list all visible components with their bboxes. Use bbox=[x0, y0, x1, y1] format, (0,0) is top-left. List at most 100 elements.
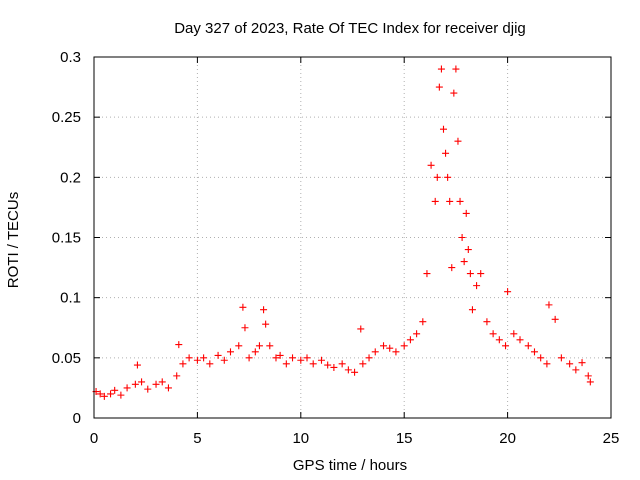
data-point bbox=[117, 391, 125, 399]
data-point bbox=[144, 385, 152, 393]
y-tick-label: 0.15 bbox=[52, 230, 81, 247]
data-point bbox=[131, 380, 139, 388]
data-point bbox=[419, 318, 427, 326]
data-point bbox=[460, 258, 468, 266]
data-point bbox=[260, 306, 268, 314]
data-point bbox=[262, 320, 270, 328]
data-point bbox=[510, 330, 518, 338]
data-point bbox=[351, 368, 359, 376]
data-point bbox=[566, 360, 574, 368]
y-axis-label: ROTI / TECUs bbox=[5, 192, 22, 288]
data-point bbox=[185, 354, 193, 362]
data-point bbox=[359, 360, 367, 368]
data-point bbox=[543, 360, 551, 368]
data-point bbox=[435, 83, 443, 91]
data-point bbox=[446, 197, 454, 205]
data-point bbox=[413, 330, 421, 338]
y-tick-label: 0.25 bbox=[52, 109, 81, 126]
data-point bbox=[365, 354, 373, 362]
data-point bbox=[431, 197, 439, 205]
data-point bbox=[473, 282, 481, 290]
data-point bbox=[324, 361, 332, 369]
data-point bbox=[357, 325, 365, 333]
data-point bbox=[454, 137, 462, 145]
data-point bbox=[175, 341, 183, 349]
data-point bbox=[448, 264, 456, 272]
data-point bbox=[489, 330, 497, 338]
data-point bbox=[452, 65, 460, 73]
data-point bbox=[516, 336, 524, 344]
data-point bbox=[504, 288, 512, 296]
data-point bbox=[193, 356, 201, 364]
data-point bbox=[483, 318, 491, 326]
data-point bbox=[477, 270, 485, 278]
data-point bbox=[551, 315, 559, 323]
data-point bbox=[173, 372, 181, 380]
data-point bbox=[239, 303, 247, 311]
data-point bbox=[586, 378, 594, 386]
x-tick-label: 10 bbox=[292, 430, 309, 447]
grid-lines bbox=[94, 57, 611, 418]
data-point bbox=[427, 161, 435, 169]
data-point bbox=[386, 344, 394, 352]
data-point bbox=[241, 324, 249, 332]
data-point bbox=[572, 366, 580, 374]
plot-frame bbox=[93, 56, 612, 419]
data-point bbox=[462, 209, 470, 217]
data-point bbox=[439, 125, 447, 133]
data-point bbox=[214, 351, 222, 359]
x-tick-label: 0 bbox=[90, 430, 98, 447]
data-point bbox=[111, 386, 119, 394]
data-point bbox=[226, 348, 234, 356]
data-point bbox=[133, 361, 141, 369]
data-point bbox=[437, 65, 445, 73]
data-point bbox=[444, 173, 452, 181]
data-point bbox=[406, 336, 414, 344]
data-point bbox=[206, 360, 214, 368]
data-point bbox=[495, 336, 503, 344]
data-point bbox=[450, 89, 458, 97]
data-point bbox=[392, 348, 400, 356]
data-point bbox=[309, 360, 317, 368]
data-point bbox=[371, 348, 379, 356]
data-point bbox=[123, 384, 131, 392]
x-tick-label: 25 bbox=[603, 430, 620, 447]
data-point bbox=[179, 360, 187, 368]
x-axis-label: GPS time / hours bbox=[293, 457, 407, 474]
data-point bbox=[107, 390, 115, 398]
data-point bbox=[100, 392, 108, 400]
data-point bbox=[464, 246, 472, 254]
data-point bbox=[152, 380, 160, 388]
y-tick-labels: 0 0.05 0.1 0.15 0.2 0.25 0.3 bbox=[52, 49, 81, 427]
data-point bbox=[158, 378, 166, 386]
y-tick-label: 0.1 bbox=[60, 290, 81, 307]
y-tick-label: 0.05 bbox=[52, 350, 81, 367]
data-point bbox=[545, 301, 553, 309]
data-point bbox=[245, 354, 253, 362]
data-point bbox=[297, 356, 305, 364]
data-point bbox=[330, 363, 338, 371]
data-point bbox=[468, 306, 476, 314]
chart-title: Day 327 of 2023, Rate Of TEC Index for r… bbox=[174, 20, 526, 37]
data-point bbox=[282, 360, 290, 368]
data-point bbox=[255, 342, 263, 350]
data-point bbox=[578, 359, 586, 367]
data-point bbox=[456, 197, 464, 205]
data-point bbox=[466, 270, 474, 278]
data-points bbox=[92, 65, 594, 400]
data-point bbox=[272, 354, 280, 362]
axis-ticks bbox=[93, 56, 612, 419]
data-point bbox=[530, 348, 538, 356]
data-point bbox=[380, 342, 388, 350]
data-point bbox=[557, 354, 565, 362]
data-point bbox=[423, 270, 431, 278]
data-point bbox=[433, 173, 441, 181]
data-point bbox=[524, 342, 532, 350]
y-tick-label: 0.2 bbox=[60, 169, 81, 186]
y-tick-label: 0.3 bbox=[60, 49, 81, 66]
data-point bbox=[164, 384, 172, 392]
data-point bbox=[96, 390, 104, 398]
data-point bbox=[235, 342, 243, 350]
data-point bbox=[458, 234, 466, 241]
